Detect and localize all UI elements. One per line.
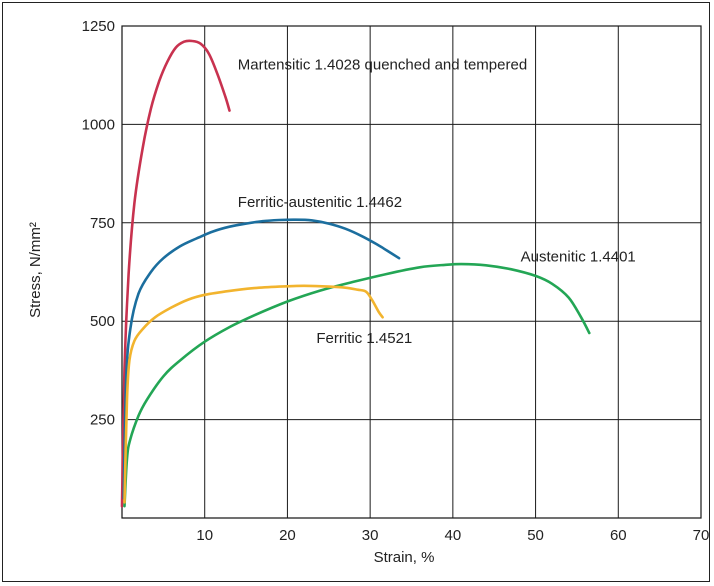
x-tick-label: 10 — [196, 527, 213, 544]
grid-layer — [121, 25, 702, 519]
plot-area-border — [121, 25, 702, 519]
x-tick-label: 60 — [610, 527, 627, 544]
martensitic-label: Martensitic 1.4028 quenched and tempered — [238, 56, 527, 73]
label-layer: Martensitic 1.4028 quenched and tempered… — [238, 56, 636, 347]
ferritic-label: Ferritic 1.4521 — [316, 330, 412, 347]
x-axis-title: Strain, % — [374, 549, 435, 566]
martensitic-curve — [120, 39, 231, 508]
y-tick-label: 1250 — [82, 18, 115, 35]
ferritic-curve — [123, 284, 384, 504]
curve-layer — [120, 39, 591, 508]
y-tick-label: 750 — [90, 215, 115, 232]
ferritic-austenitic-curve — [122, 218, 401, 500]
austenitic-curve — [123, 262, 591, 508]
y-axis-title: Stress, N/mm² — [27, 222, 44, 318]
x-tick-label: 20 — [279, 527, 296, 544]
y-tick-label: 500 — [90, 313, 115, 330]
x-tick-label: 70 — [693, 527, 710, 544]
austenitic-label: Austenitic 1.4401 — [521, 248, 636, 265]
x-tick-label: 50 — [527, 527, 544, 544]
x-tick-label: 40 — [445, 527, 462, 544]
ferritic-austenitic-label: Ferritic-austenitic 1.4462 — [238, 194, 402, 211]
tick-layer: 10 20 30 40 50 60 70 250 500 750 1000 1250 — [82, 18, 710, 544]
x-tick-label: 30 — [362, 527, 379, 544]
y-tick-label: 250 — [90, 412, 115, 429]
y-tick-label: 1000 — [82, 116, 115, 133]
